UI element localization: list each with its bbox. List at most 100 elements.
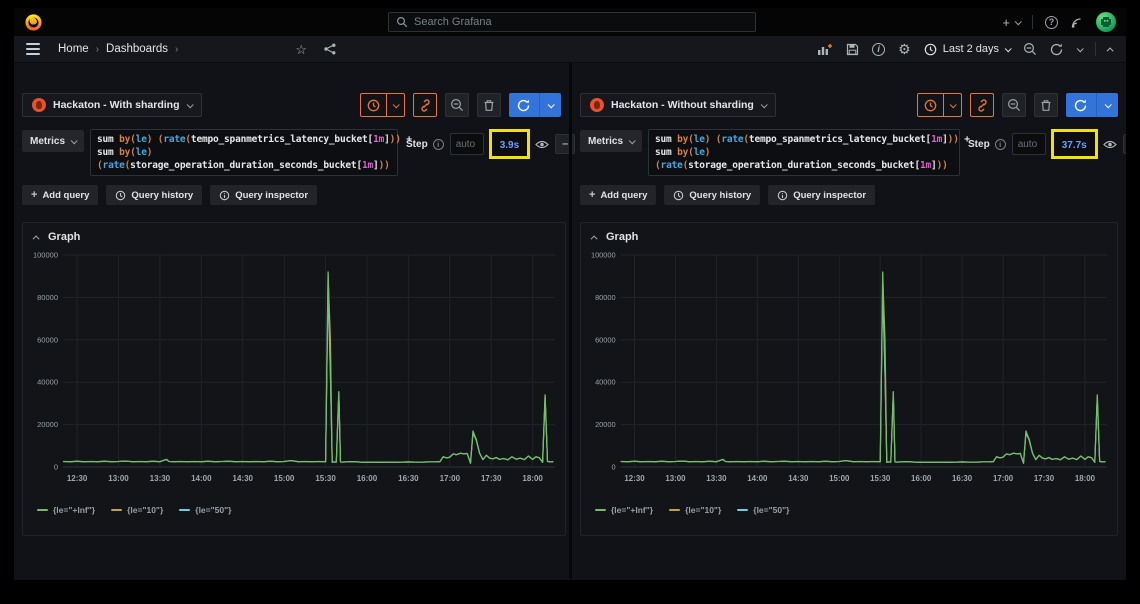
query-mode-dropdown[interactable]: Metrics xyxy=(22,130,85,152)
link-split-button[interactable] xyxy=(970,93,994,117)
legend-item[interactable]: {le="+Inf"} xyxy=(37,505,95,515)
zoom-out-button[interactable] xyxy=(445,93,469,117)
query-inspector-button[interactable]: Query inspector xyxy=(768,185,876,205)
run-query-button[interactable] xyxy=(509,93,561,117)
add-panel-icon[interactable] xyxy=(817,43,833,56)
rss-icon xyxy=(1072,24,1075,28)
svg-text:18:00: 18:00 xyxy=(522,474,543,483)
search-input[interactable] xyxy=(414,16,748,28)
query-history-button[interactable]: Query history xyxy=(664,185,761,205)
user-avatar[interactable] xyxy=(1096,12,1116,32)
step-interval-value[interactable]: 37.7s xyxy=(1061,140,1087,151)
run-interval-chevron[interactable] xyxy=(539,93,561,117)
star-icon[interactable]: ☆ xyxy=(295,41,308,57)
svg-text:16:30: 16:30 xyxy=(952,474,973,483)
save-icon[interactable] xyxy=(846,43,859,56)
chevron-down-icon xyxy=(628,136,636,144)
clock-icon xyxy=(924,99,937,111)
toggle-query-visibility-button[interactable] xyxy=(1102,139,1117,150)
help-button[interactable]: ? xyxy=(1045,15,1058,29)
zoom-out-icon[interactable] xyxy=(1023,42,1037,56)
svg-text:17:30: 17:30 xyxy=(1034,474,1055,483)
inspector-icon xyxy=(777,190,788,200)
prometheus-icon xyxy=(32,98,46,112)
link-split-button[interactable] xyxy=(413,93,437,117)
gear-icon[interactable]: ⚙ xyxy=(898,41,911,57)
close-pane-button[interactable] xyxy=(477,93,501,117)
toolbar-divider xyxy=(1095,42,1096,56)
breadcrumb-home[interactable]: Home xyxy=(58,43,89,55)
datasource-picker[interactable]: Hackaton - Without sharding xyxy=(580,93,776,117)
zoom-out-button[interactable] xyxy=(1002,93,1026,117)
global-search[interactable] xyxy=(388,12,756,32)
query-inspector-button[interactable]: Query inspector xyxy=(210,185,318,205)
new-menu-button[interactable]: + xyxy=(1002,16,1022,29)
zoom-out-icon xyxy=(1007,98,1021,112)
breadcrumb-dashboards[interactable]: Dashboards xyxy=(106,43,169,55)
query-mode-label: Metrics xyxy=(588,135,624,147)
eye-icon xyxy=(1102,140,1117,148)
close-pane-button[interactable] xyxy=(1034,93,1058,117)
collapse-graph-button[interactable] xyxy=(32,234,40,242)
run-query-button[interactable] xyxy=(1066,93,1118,117)
svg-text:17:00: 17:00 xyxy=(440,474,461,483)
query-history-button[interactable]: Query history xyxy=(106,185,203,205)
dashboard-toolbar: Home › Dashboards › ☆ i ⚙ Last 2 days xyxy=(14,36,1126,63)
collapse-graph-button[interactable] xyxy=(590,234,598,242)
refresh-icon[interactable] xyxy=(1050,43,1064,56)
step-interval-value[interactable]: 3.9s xyxy=(499,140,520,151)
toggle-query-visibility-button[interactable] xyxy=(535,139,550,150)
svg-text:15:30: 15:30 xyxy=(870,474,891,483)
time-sync-button[interactable] xyxy=(360,93,405,117)
svg-text:20000: 20000 xyxy=(595,420,616,429)
collapse-toolbar-button[interactable] xyxy=(1106,46,1114,54)
time-range-picker[interactable]: Last 2 days xyxy=(924,43,1012,56)
info-icon: i xyxy=(877,44,880,54)
run-interval-chevron[interactable] xyxy=(1096,93,1118,117)
query-mode-label: Metrics xyxy=(30,135,66,147)
svg-text:14:00: 14:00 xyxy=(191,474,212,483)
add-query-button[interactable]: + Add query xyxy=(22,185,99,205)
news-rss-button[interactable] xyxy=(1070,16,1084,29)
timeseries-chart[interactable]: 0 20000 40000 60000 80000 100000 12:30 13:00 13:… xyxy=(27,249,561,501)
legend-item[interactable]: {le="+Inf"} xyxy=(595,505,653,515)
share-icon[interactable] xyxy=(323,43,337,55)
svg-text:17:30: 17:30 xyxy=(481,474,502,483)
refresh-interval-chevron[interactable] xyxy=(1076,44,1084,52)
legend-item[interactable]: {le="50"} xyxy=(737,505,789,515)
breadcrumb-separator: › xyxy=(95,43,100,55)
chevron-down-icon xyxy=(392,100,400,108)
grafana-logo[interactable] xyxy=(24,13,43,32)
split-divider[interactable] xyxy=(569,63,572,579)
history-icon xyxy=(674,190,684,200)
datasource-label: Hackaton - With sharding xyxy=(53,99,180,111)
svg-text:15:00: 15:00 xyxy=(829,474,850,483)
step-input[interactable] xyxy=(1011,133,1046,155)
time-sync-button[interactable] xyxy=(917,93,962,117)
refresh-icon xyxy=(517,99,530,111)
chart-legend: {le="+Inf"} {le="10"} {le="50"} xyxy=(585,501,1113,519)
legend-item[interactable]: {le="10"} xyxy=(111,505,163,515)
legend-item[interactable]: {le="50"} xyxy=(179,505,231,515)
step-label: Step i xyxy=(406,138,444,150)
remove-query-button[interactable]: – xyxy=(1122,134,1126,154)
svg-text:16:00: 16:00 xyxy=(911,474,932,483)
menu-toggle-button[interactable] xyxy=(26,43,40,55)
legend-series-label: {le="10"} xyxy=(685,505,722,515)
explore-split-view: Hackaton - With sharding xyxy=(14,63,1126,579)
step-input[interactable] xyxy=(449,133,484,155)
legend-item[interactable]: {le="10"} xyxy=(669,505,721,515)
query-editor[interactable]: sum by(le) (rate(tempo_spanmetrics_laten… xyxy=(90,129,412,176)
query-mode-dropdown[interactable]: Metrics xyxy=(580,130,643,152)
breadcrumb-separator: › xyxy=(175,43,179,55)
graph-panel-title: Graph xyxy=(606,231,639,243)
add-query-button[interactable]: + Add query xyxy=(580,185,657,205)
panel-info-button[interactable]: i xyxy=(872,42,886,56)
svg-text:12:30: 12:30 xyxy=(624,474,645,483)
svg-text:40000: 40000 xyxy=(37,378,58,387)
legend-series-label: {le="+Inf"} xyxy=(611,505,654,515)
query-editor[interactable]: sum by(le) (rate(tempo_spanmetrics_laten… xyxy=(648,129,970,176)
legend-series-color xyxy=(669,509,681,511)
datasource-picker[interactable]: Hackaton - With sharding xyxy=(22,93,202,117)
timeseries-chart[interactable]: 0 20000 40000 60000 80000 100000 12:30 13:00 13:… xyxy=(585,249,1113,501)
